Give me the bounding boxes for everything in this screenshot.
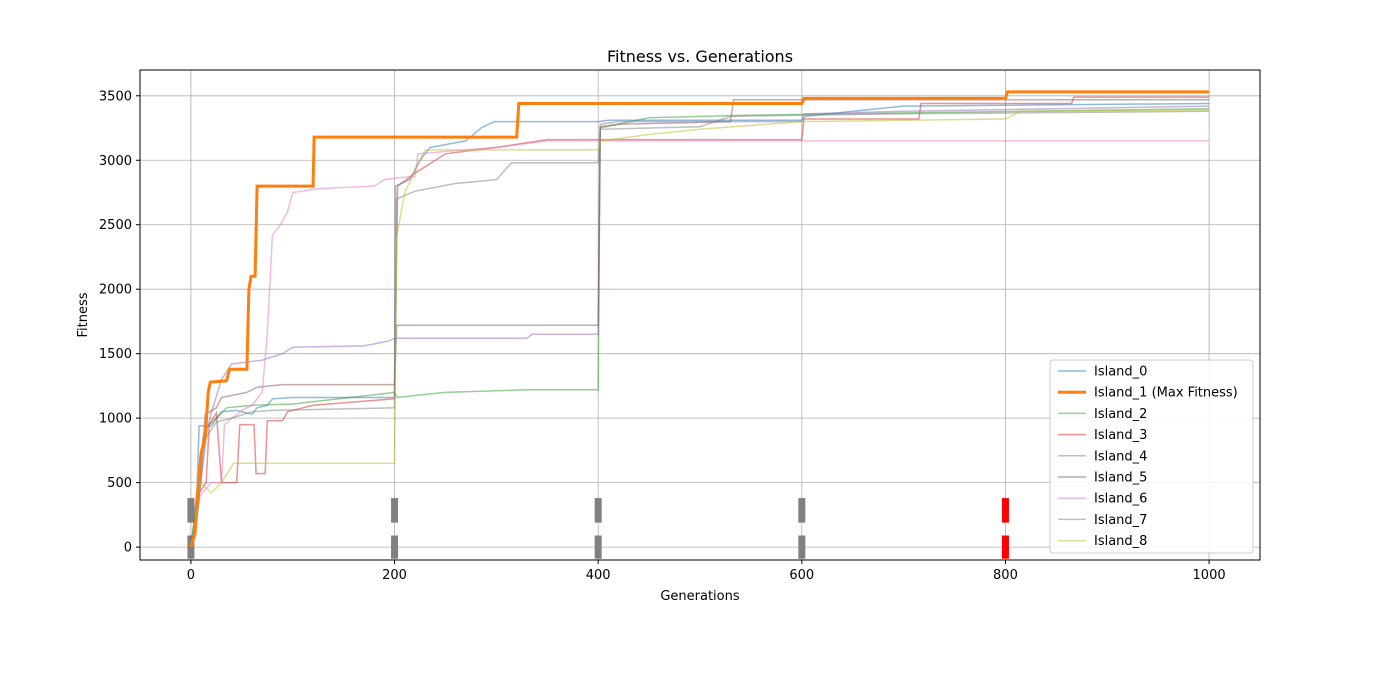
plot-area-frame bbox=[139, 69, 1261, 561]
x-tick-label: 200 bbox=[382, 568, 407, 583]
migration-marker bbox=[594, 535, 602, 559]
migration-marker bbox=[798, 535, 806, 559]
legend: Island_0 Island_1 (Max Fitness) Island_2 Is… bbox=[1049, 359, 1254, 554]
legend-label: Island_1 (Max Fitness) bbox=[1094, 386, 1238, 401]
x-tick-label: 0 bbox=[187, 568, 195, 583]
x-tick-label: 800 bbox=[993, 568, 1018, 583]
series-line-island-8 bbox=[190, 109, 1210, 548]
migration-marker bbox=[187, 535, 195, 559]
x-tick-label: 600 bbox=[789, 568, 814, 583]
series-lines bbox=[189, 90, 1210, 548]
migration-markers bbox=[187, 498, 1009, 559]
legend-box bbox=[1049, 359, 1254, 554]
x-axis-ticks: 0 200 400 600 800 1000 bbox=[187, 560, 1226, 583]
y-axis-label: Fitness bbox=[76, 292, 91, 337]
legend-label: Island_5 bbox=[1094, 471, 1147, 486]
legend-label: Island_2 bbox=[1094, 407, 1147, 422]
y-tick-label: 2500 bbox=[99, 218, 132, 233]
x-axis-label: Generations bbox=[660, 589, 740, 604]
series-line-island-1-max-fitness bbox=[189, 90, 1210, 548]
legend-label: Island_8 bbox=[1094, 534, 1147, 549]
legend-label: Island_6 bbox=[1094, 492, 1147, 507]
x-tick-label: 400 bbox=[586, 568, 611, 583]
y-tick-label: 1500 bbox=[99, 347, 132, 362]
y-axis-ticks: 0 500 1000 1500 2000 2500 3000 3500 bbox=[99, 89, 140, 556]
x-tick-label: 1000 bbox=[1193, 568, 1226, 583]
series-line-island-3 bbox=[190, 96, 1210, 548]
y-tick-label: 1000 bbox=[99, 412, 132, 427]
legend-label: Island_3 bbox=[1094, 428, 1147, 443]
migration-marker bbox=[1001, 535, 1009, 559]
migration-marker bbox=[391, 498, 399, 523]
y-tick-label: 3500 bbox=[99, 89, 132, 104]
legend-label: Island_4 bbox=[1094, 449, 1147, 464]
y-tick-label: 3000 bbox=[99, 154, 132, 169]
series-line-island-6 bbox=[190, 140, 1210, 548]
y-tick-label: 500 bbox=[107, 476, 132, 491]
legend-label: Island_7 bbox=[1094, 513, 1147, 528]
migration-marker bbox=[1001, 498, 1009, 523]
series-line-island-7 bbox=[190, 110, 1210, 548]
migration-marker bbox=[594, 498, 602, 523]
chart-title: Fitness vs. Generations bbox=[607, 47, 793, 66]
migration-marker bbox=[391, 535, 399, 559]
migration-marker bbox=[187, 498, 195, 523]
legend-label: Island_0 bbox=[1094, 365, 1147, 380]
y-tick-label: 0 bbox=[124, 541, 132, 556]
migration-marker bbox=[798, 498, 806, 523]
grid-lines bbox=[140, 70, 1260, 560]
y-tick-label: 2000 bbox=[99, 283, 132, 298]
